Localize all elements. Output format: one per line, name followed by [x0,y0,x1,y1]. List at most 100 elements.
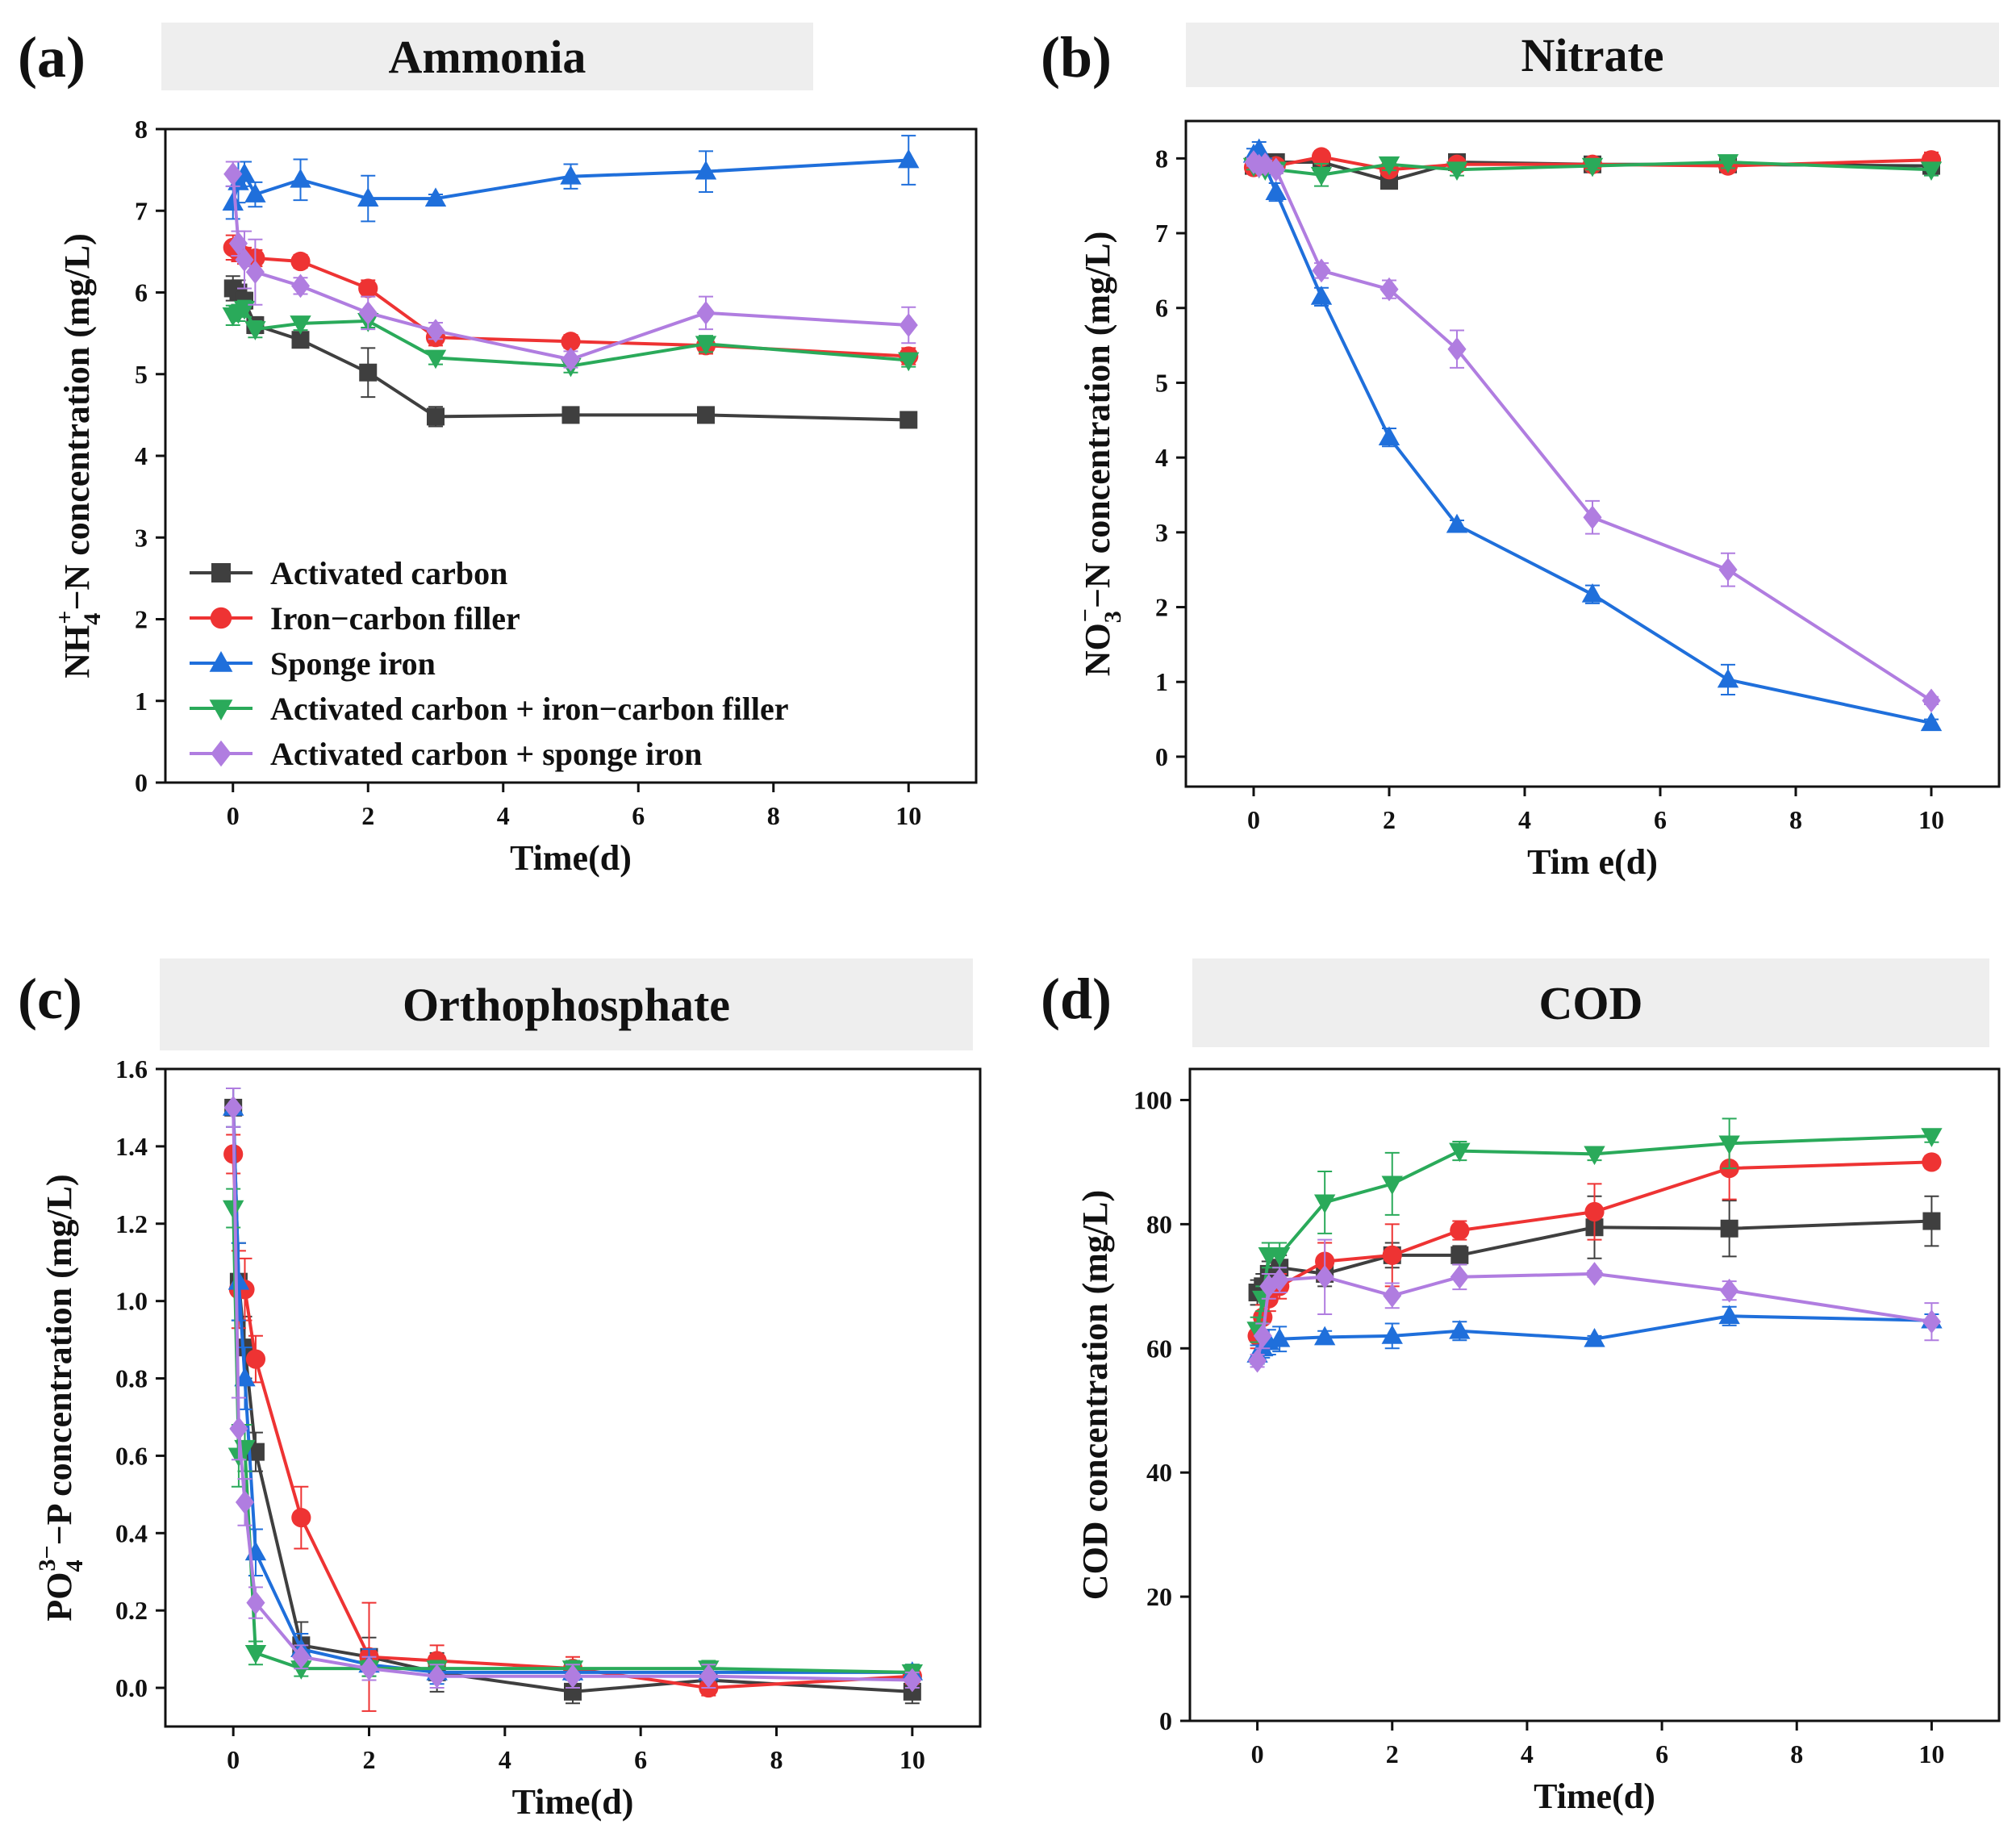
data-point [696,300,716,325]
x-tick-label: 6 [1654,805,1667,834]
y-tick-label: 4 [135,441,148,470]
data-point [1450,1220,1470,1241]
data-point [1718,557,1738,582]
data-point [699,1664,718,1689]
data-point [1449,1319,1471,1339]
y-label-base: NO [1078,623,1117,676]
data-point [1922,1309,1941,1334]
data-point [1270,1267,1289,1292]
legend-marker [211,563,231,582]
x-tick-label: 10 [1918,1739,1944,1768]
y-axis-label: PO43−−P concentration (mg/L) [34,1174,88,1621]
y-tick-label: 1.2 [115,1209,148,1238]
panel-letter: (c) [18,967,82,1031]
title-banner [1186,23,1999,87]
data-point [1920,161,1943,182]
data-point [291,331,310,349]
data-point [1450,1246,1469,1264]
x-tick-label: 10 [895,801,921,830]
data-point [560,165,582,185]
series-line [232,1208,912,1674]
y-tick-label: 40 [1146,1458,1172,1487]
y-tick-label: 4 [1155,443,1168,472]
y-tick-label: 7 [135,196,148,225]
y-axis-label: NH4+−N concentration (mg/L) [52,233,106,679]
x-axis-label: Time(d) [512,1782,634,1822]
data-point [1313,1194,1336,1214]
data-point [229,1417,248,1441]
data-point [1921,1128,1943,1147]
data-point [1378,156,1400,176]
data-point [424,349,447,370]
x-tick-label: 8 [770,1745,783,1774]
data-point [563,1664,582,1689]
data-point [1584,1327,1605,1347]
y-label-rest: −P concentration (mg/L) [40,1174,79,1545]
legend-label: Sponge iron [270,645,436,682]
data-point [358,278,378,299]
x-tick-label: 4 [1518,805,1531,834]
data-point [1315,1264,1334,1289]
data-point [695,160,717,180]
y-tick-label: 2 [135,605,148,634]
data-point [697,406,715,424]
series-ac-sponge-iron [1244,150,1941,713]
data-point [244,1645,267,1664]
y-label-superscript: 3− [34,1545,61,1571]
series-iron-carbon [223,234,919,366]
y-label-rest: −N concentration (mg/L) [57,233,97,610]
series-iron-carbon [223,1134,922,1712]
data-point [1720,1278,1739,1303]
data-point [1447,336,1467,361]
data-point [1450,1264,1469,1289]
data-point [1265,181,1287,200]
data-point [1922,1152,1942,1172]
y-label-base: PO [40,1572,79,1622]
y-tick-label: 1 [135,687,148,716]
y-tick-label: 8 [1155,144,1168,173]
panel-title: Ammonia [389,31,586,83]
series-line [232,1107,912,1682]
data-point [1449,1142,1471,1163]
data-point [1922,688,1941,713]
y-axis-label: COD concentration (mg/L) [1075,1190,1115,1600]
y-tick-label: 6 [135,278,148,307]
x-tick-label: 2 [363,1745,376,1774]
data-point [561,347,581,372]
x-tick-label: 0 [227,801,240,830]
data-point [898,148,920,169]
x-axis-label: Time(d) [1534,1777,1655,1816]
y-axis-label: NO3−−N concentration (mg/L) [1072,232,1126,677]
x-axis-label: Tim e(d) [1527,842,1658,882]
series-sponge-iron [222,135,920,223]
y-label-superscript: − [1072,608,1099,622]
panel-title: Orthophosphate [403,979,730,1031]
y-tick-label: 7 [1155,219,1168,248]
data-point [244,183,266,203]
y-tick-label: 3 [1155,518,1168,547]
data-point [228,231,248,256]
data-point [1717,154,1739,173]
data-point [1717,668,1739,688]
data-point [424,187,447,207]
data-point [428,1664,447,1689]
y-tick-label: 0.8 [115,1364,148,1393]
y-tick-label: 0.0 [115,1673,148,1702]
y-tick-label: 60 [1146,1334,1172,1363]
data-point [1584,1201,1605,1222]
series-line [1255,1134,1932,1330]
data-point [1446,513,1468,533]
x-tick-label: 0 [1247,805,1260,834]
data-point [223,161,243,186]
data-point [1920,712,1943,732]
y-tick-label: 2 [1155,593,1168,622]
legend-label: Activated carbon + iron−carbon filler [270,691,789,727]
plot-frame [164,127,978,784]
panel-title: COD [1539,977,1643,1029]
plot-frame [1188,1067,2001,1722]
data-point [899,313,918,337]
x-tick-label: 8 [1790,1739,1803,1768]
x-tick-label: 8 [767,801,780,830]
